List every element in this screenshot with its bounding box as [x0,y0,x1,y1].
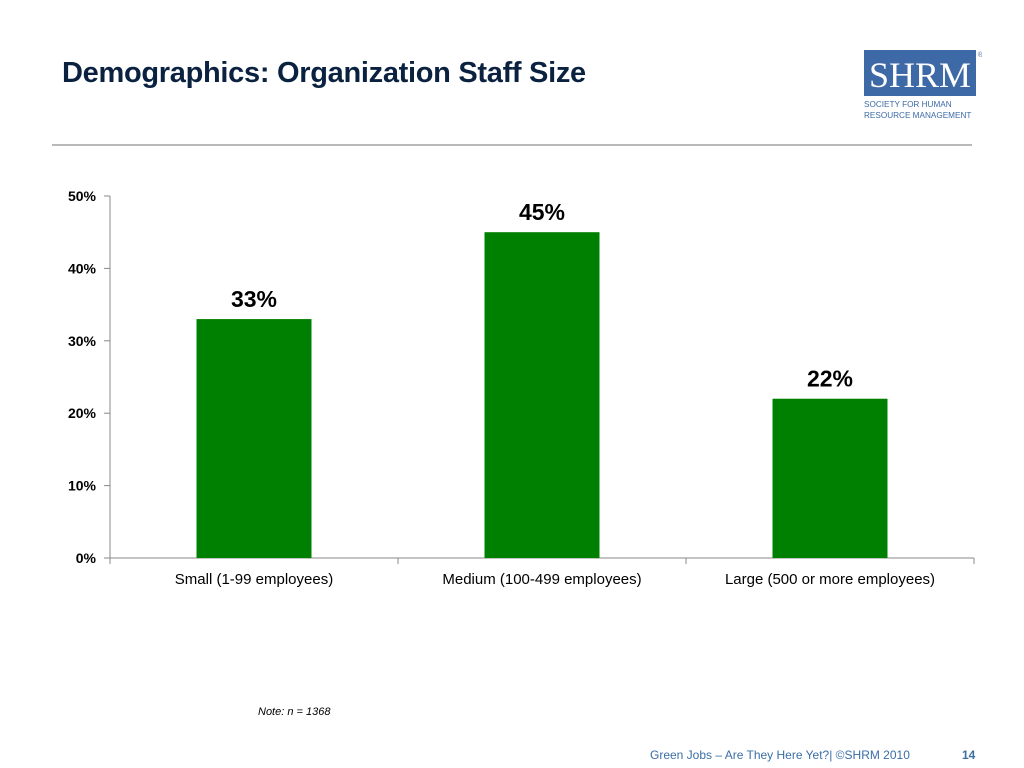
sample-note: Note: n = 1368 [258,706,331,718]
bar-chart: 0% 10% 20% 30% 40% 50% Small (1-99 employees)… [68,188,975,588]
data-label: 33% [231,286,277,312]
x-category-label: Medium (100-499 employees) [442,571,641,588]
data-label: 45% [519,199,565,225]
bar-2 [484,232,600,558]
x-category-label: Small (1-99 employees) [175,571,333,588]
logo-box [864,50,976,96]
y-axis: 0% 10% 20% 30% 40% 50% [68,188,111,566]
logo-registered: ® [978,51,982,59]
y-tick-label: 20% [68,405,97,421]
bar-3 [772,398,888,558]
data-labels: 33% 45% 22% [231,199,853,392]
footer-text: Green Jobs – Are They Here Yet?| ©SHRM 2… [650,748,910,762]
y-tick-label: 0% [76,550,97,566]
logo-line1: SOCIETY FOR HUMAN [864,100,952,109]
x-category-label: Large (500 or more employees) [725,571,935,588]
shrm-logo: SHRM ® SOCIETY FOR HUMAN RESOURCE MANAGE… [864,50,982,120]
logo-line2: RESOURCE MANAGEMENT [864,111,971,120]
y-tick-label: 10% [68,478,97,494]
logo-wordmark: SHRM [869,55,971,95]
y-tick-label: 50% [68,188,97,204]
bar-1 [196,319,312,558]
title-divider [52,144,972,146]
slide-title: Demographics: Organization Staff Size [62,57,586,89]
y-tick-label: 40% [68,260,97,276]
bars [196,232,888,558]
x-axis: Small (1-99 employees) Medium (100-499 em… [109,557,975,588]
y-tick-label: 30% [68,333,97,349]
data-label: 22% [807,366,853,392]
page-number: 14 [962,748,976,762]
